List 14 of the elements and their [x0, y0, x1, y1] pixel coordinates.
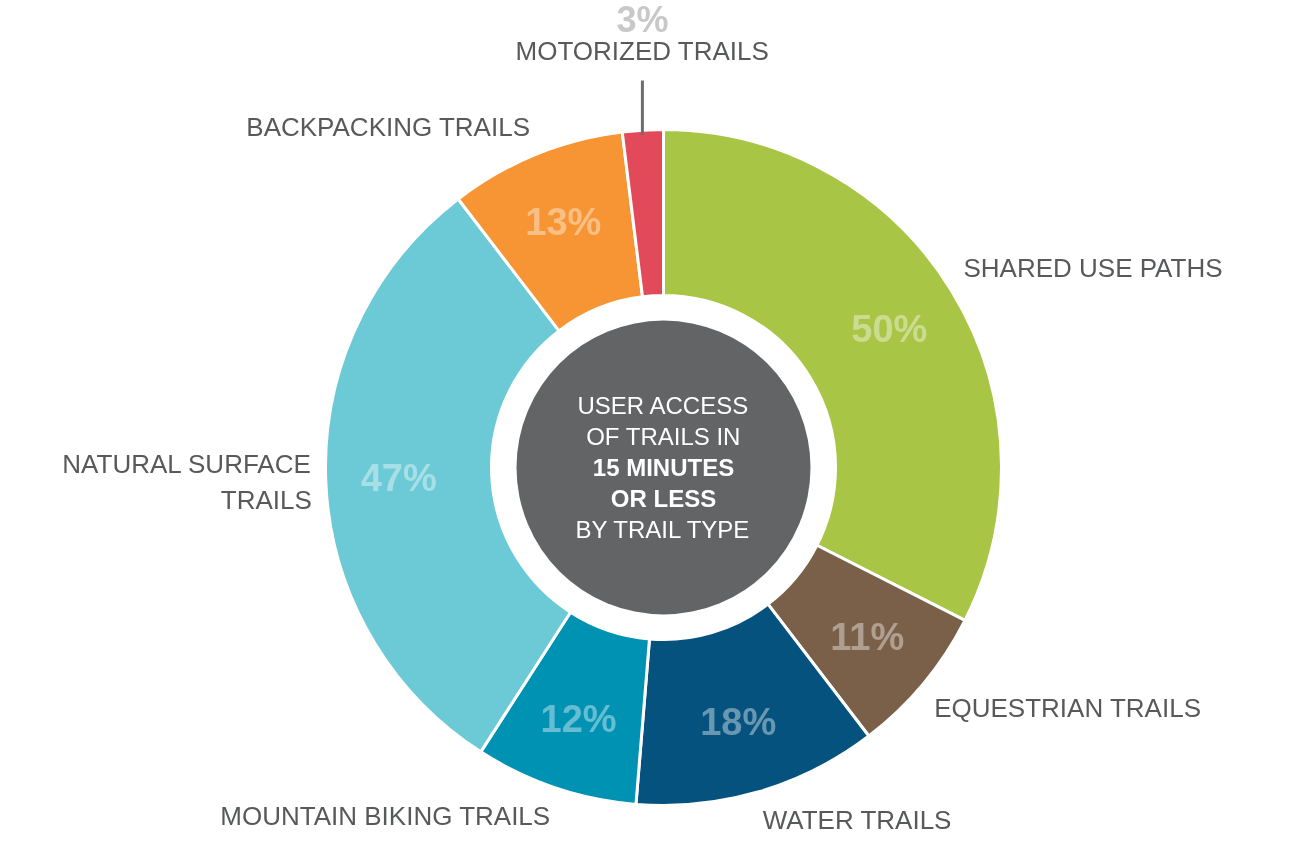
data-label: 50%	[851, 307, 928, 350]
slice-label: WATER TRAILS	[762, 805, 952, 836]
data-label: 12%	[540, 697, 617, 740]
data-label: 47%	[360, 457, 437, 500]
text: USER ACCESS OF TRAILS IN 15 MINUTES OR LESS BY TRAIL TYPE	[575, 392, 750, 543]
data-label: 18%	[700, 700, 777, 743]
slice-label: MOUNTAIN BIKING TRAILS	[220, 800, 551, 831]
slice-label: MOTORIZED TRAILS	[515, 35, 769, 66]
slice-label: BACKPACKING TRAILS	[246, 111, 530, 142]
slice-label: EQUESTRIAN TRAILS	[934, 692, 1201, 723]
data-label: 11%	[830, 615, 905, 658]
slice-label: SHARED USE PATHS	[963, 253, 1223, 284]
slice-label: NATURAL SURFACE TRAILS	[62, 448, 312, 515]
data-label: 13%	[525, 201, 602, 244]
